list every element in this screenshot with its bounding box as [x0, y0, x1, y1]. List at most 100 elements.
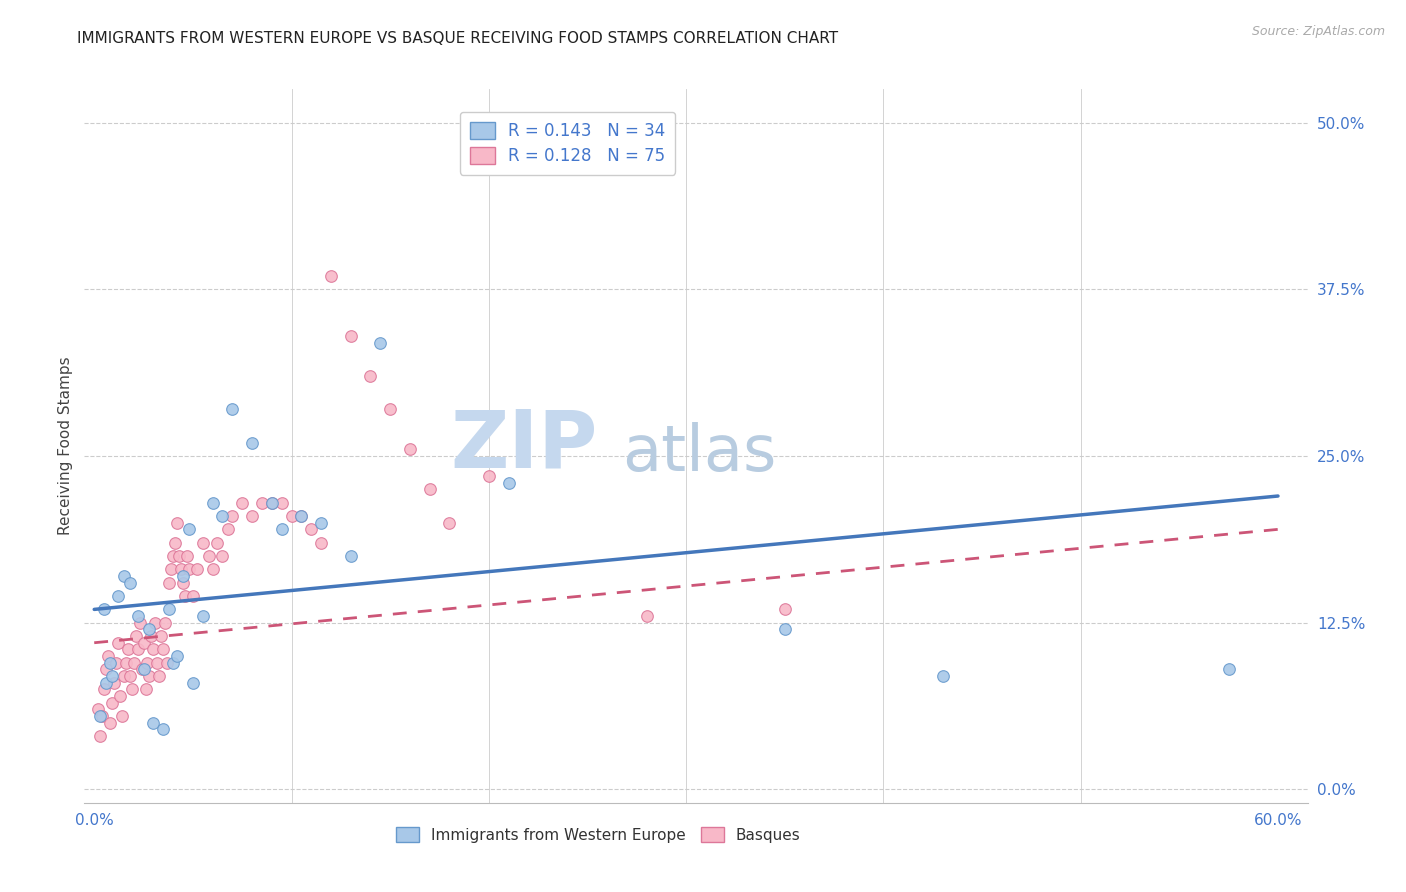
Point: [94, 662, 117, 676]
Point: [181, 589, 204, 603]
Point: [157, 575, 180, 590]
Point: [162, 656, 184, 670]
Point: [132, 636, 155, 650]
Point: [177, 522, 200, 536]
Point: [135, 682, 157, 697]
Point: [172, 575, 194, 590]
Point: [240, 509, 263, 524]
Point: [419, 483, 441, 497]
Point: [132, 662, 155, 676]
Point: [112, 569, 135, 583]
Point: [299, 522, 322, 536]
Point: [162, 549, 184, 563]
Point: [339, 549, 361, 563]
Point: [176, 549, 198, 563]
Point: [142, 715, 165, 730]
Point: [177, 562, 200, 576]
Point: [773, 602, 796, 616]
Point: [108, 689, 131, 703]
Point: [931, 669, 953, 683]
Point: [101, 669, 124, 683]
Point: [155, 615, 177, 630]
Point: [478, 469, 501, 483]
Point: [319, 268, 342, 283]
Text: atlas: atlas: [623, 422, 778, 484]
Point: [89, 709, 111, 723]
Legend: Immigrants from Western Europe, Basques: Immigrants from Western Europe, Basques: [389, 821, 807, 848]
Point: [197, 549, 219, 563]
Point: [309, 516, 332, 530]
Point: [128, 615, 150, 630]
Point: [136, 656, 159, 670]
Point: [122, 656, 145, 670]
Point: [260, 496, 283, 510]
Point: [142, 642, 165, 657]
Point: [107, 636, 129, 650]
Point: [211, 509, 233, 524]
Point: [157, 602, 180, 616]
Point: [98, 656, 121, 670]
Point: [240, 435, 263, 450]
Point: [118, 575, 141, 590]
Point: [114, 656, 136, 670]
Point: [211, 549, 233, 563]
Text: IMMIGRANTS FROM WESTERN EUROPE VS BASQUE RECEIVING FOOD STAMPS CORRELATION CHART: IMMIGRANTS FROM WESTERN EUROPE VS BASQUE…: [77, 31, 838, 46]
Point: [221, 402, 243, 417]
Point: [138, 669, 160, 683]
Point: [170, 562, 193, 576]
Point: [91, 709, 114, 723]
Point: [309, 535, 332, 549]
Point: [167, 549, 190, 563]
Point: [103, 675, 125, 690]
Point: [231, 496, 253, 510]
Point: [165, 535, 187, 549]
Point: [191, 535, 214, 549]
Point: [150, 629, 173, 643]
Point: [146, 656, 169, 670]
Point: [94, 675, 117, 690]
Point: [118, 669, 141, 683]
Point: [104, 656, 127, 670]
Point: [93, 602, 115, 616]
Point: [270, 522, 292, 536]
Point: [359, 368, 381, 383]
Point: [87, 702, 110, 716]
Point: [280, 509, 302, 524]
Point: [270, 496, 292, 510]
Point: [205, 535, 228, 549]
Point: [201, 496, 224, 510]
Point: [138, 623, 160, 637]
Text: ZIP: ZIP: [451, 407, 598, 485]
Point: [131, 662, 153, 676]
Point: [290, 509, 312, 524]
Point: [145, 615, 167, 630]
Point: [121, 682, 143, 697]
Point: [290, 509, 312, 524]
Point: [152, 723, 174, 737]
Point: [117, 642, 139, 657]
Text: Source: ZipAtlas.com: Source: ZipAtlas.com: [1251, 25, 1385, 38]
Point: [181, 675, 204, 690]
Point: [148, 669, 170, 683]
Point: [186, 562, 208, 576]
Point: [439, 516, 461, 530]
Point: [250, 496, 273, 510]
Point: [221, 509, 243, 524]
Point: [172, 569, 194, 583]
Point: [174, 589, 197, 603]
Point: [191, 609, 214, 624]
Point: [98, 715, 121, 730]
Point: [339, 329, 361, 343]
Point: [260, 496, 283, 510]
Point: [93, 682, 115, 697]
Point: [217, 522, 239, 536]
Point: [141, 629, 163, 643]
Point: [124, 629, 146, 643]
Point: [97, 649, 120, 664]
Point: [112, 669, 135, 683]
Point: [156, 656, 179, 670]
Point: [773, 623, 796, 637]
Point: [127, 609, 149, 624]
Point: [101, 696, 124, 710]
Point: [166, 516, 188, 530]
